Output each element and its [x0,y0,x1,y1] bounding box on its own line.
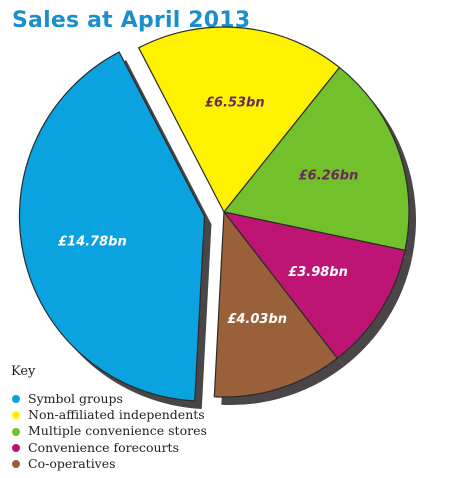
legend-swatch-icon [12,411,20,420]
slice-label-co-operatives: £4.03bn [227,312,287,327]
legend-item-label: Convenience forecourts [28,439,179,455]
slice-label-non-affiliated-independents: £6.53bn [205,96,265,111]
legend-item-label: Multiple convenience stores [28,423,207,439]
pie-labels: £14.78bn £6.53bn £6.26bn £3.98bn £4.03bn [58,96,358,327]
legend-title: Key [11,364,36,379]
pie-slices [18,26,410,402]
legend-item-label: Symbol groups [28,391,123,406]
legend-swatch-icon [12,395,20,404]
pie-slice-multiple-convenience-stores [223,66,410,251]
legend-item-multiple-convenience-stores: Multiple convenience stores [11,423,207,439]
legend-swatch-icon [12,459,20,468]
legend-item-symbol-groups: Symbol groups [11,391,207,407]
pie-slice-co-operatives [213,211,338,398]
legend-swatch-icon [12,443,20,452]
pie-slice-symbol-groups [18,51,206,402]
legend-item-label: Non-affiliated independents [28,407,205,423]
slice-label-symbol-groups: £14.78bn [58,235,127,250]
legend-items: Symbol groups Non-affiliated independents… [11,391,207,472]
legend-item-label: Co-operatives [28,455,116,471]
legend-item-convenience-forecourts: Convenience forecourts [11,440,207,456]
legend-swatch-icon [12,427,20,436]
legend: Key Symbol groups Non-affiliated independ… [11,364,207,472]
pie-slice-non-affiliated-independents [138,26,341,213]
legend-item-non-affiliated-independents: Non-affiliated independents [11,407,207,423]
slice-label-convenience-forecourts: £3.98bn [288,265,348,280]
legend-item-co-operatives: Co-operatives [11,456,207,472]
slice-label-multiple-convenience-stores: £6.26bn [299,169,359,184]
pie-slice-convenience-forecourts [223,211,406,359]
